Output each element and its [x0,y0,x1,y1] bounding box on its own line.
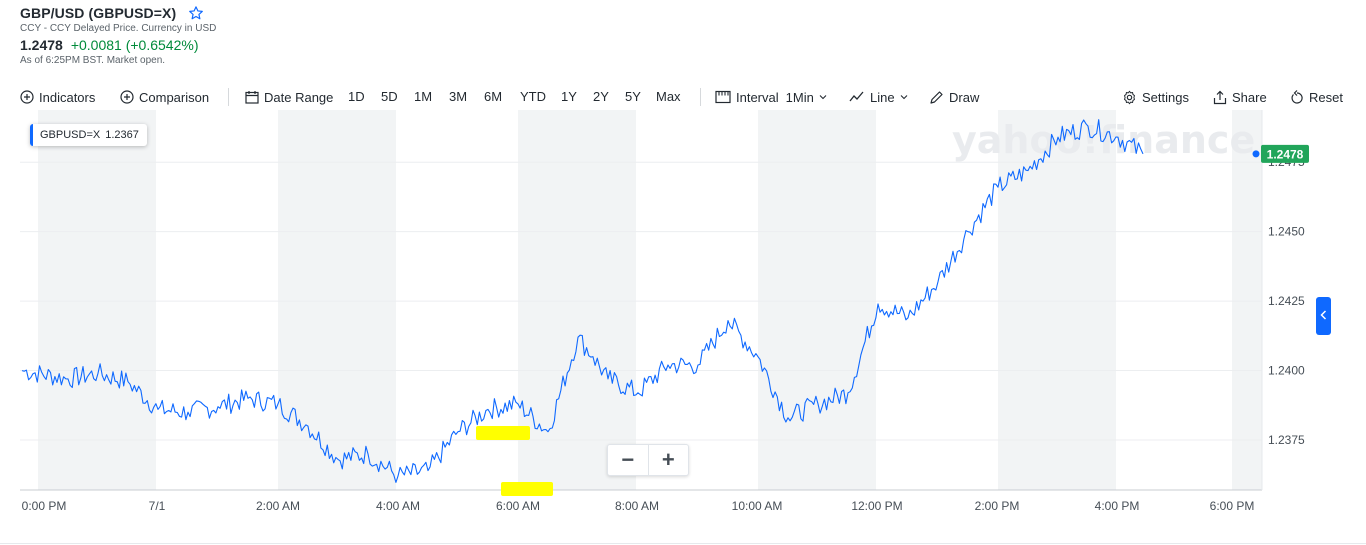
session-band [518,110,636,490]
date-range-label: Date Range [264,89,334,105]
x-tick-label: 0:00 PM [22,499,67,513]
comparison-icon [120,90,134,104]
range-1y[interactable]: 1Y [561,89,577,104]
reset-icon [1290,89,1304,105]
collapse-icon [1320,309,1327,323]
range-1m[interactable]: 1M [414,89,433,104]
range-3m[interactable]: 3M [449,89,468,104]
x-axis-ticks: 0:00 PM 7/1 2:00 AM 4:00 AM 6:00 AM 8:00 AM 10… [22,499,1255,513]
price-line [21,119,1144,483]
x-tick-label: 4:00 AM [376,499,420,513]
session-band [278,110,396,490]
session-band [998,110,1116,490]
interval-icon [715,90,731,104]
session-band [758,110,876,490]
bottom-divider [0,543,1366,544]
session-band [38,110,156,490]
interval-label: Interval [736,89,779,105]
x-tick-label: 4:00 PM [1095,499,1140,513]
quote-change: +0.0081 (+0.6542%) [70,37,199,53]
chevron-down-icon [900,94,908,100]
indicators-icon [20,90,34,104]
highlight-mark [476,426,530,440]
calendar-icon [245,90,259,104]
share-button[interactable]: Share [1213,86,1267,108]
toolbar-divider [700,88,701,106]
chevron-down-icon [819,94,827,100]
y-tick-label: 1.2400 [1268,364,1305,378]
settings-button[interactable]: Settings [1122,86,1189,108]
last-price-tag [1261,144,1309,163]
comparison-button[interactable]: Comparison [120,86,209,108]
x-tick-label: 6:00 PM [1210,499,1255,513]
chart-area[interactable]: yahoo!finance 1.23751.24001.24251.24501.… [0,110,1366,530]
highlight-marks [476,426,553,496]
highlight-mark [501,482,553,496]
star-icon[interactable] [188,5,204,21]
comparison-label: Comparison [139,89,210,105]
x-tick-label: 6:00 AM [496,499,540,513]
zoom-control: − + [607,444,689,476]
date-range-button[interactable]: Date Range [245,86,333,108]
indicators-label: Indicators [39,89,96,105]
session-bands [38,110,1262,490]
y-tick-label: 1.2375 [1268,433,1305,447]
x-tick-label: 7/1 [149,499,166,513]
draw-label: Draw [949,89,980,105]
range-2y[interactable]: 2Y [593,89,609,104]
reset-button[interactable]: Reset [1290,86,1343,108]
quote-header: GBP/USD (GBPUSD=X) CCY - CCY Delayed Pri… [20,5,216,66]
interval-button[interactable]: Interval 1Min [715,86,827,108]
quote-price: 1.2478 [20,37,63,53]
price-chart[interactable]: yahoo!finance 1.23751.24001.24251.24501.… [0,110,1366,530]
chart-toolbar: Indicators Comparison Date Range 1D 5D 1… [18,86,1348,108]
quote-title: GBP/USD (GBPUSD=X) [20,5,177,21]
draw-button[interactable]: Draw [929,86,979,108]
x-tick-label: 2:00 AM [256,499,300,513]
share-label: Share [1232,89,1267,105]
x-tick-label: 10:00 AM [732,499,783,513]
chart-type-button[interactable]: Line [849,86,908,108]
legend-value: 1.2367 [105,129,139,141]
zoom-out-button[interactable]: − [621,447,635,472]
y-tick-label: 1.2425 [1268,294,1305,308]
pencil-icon [929,90,944,105]
quote-as-of: As of 6:25PM BST. Market open. [20,55,166,66]
session-band [1232,110,1262,490]
line-chart-icon [849,90,865,104]
grid-lines [20,161,1262,441]
y-tick-label: 1.2450 [1268,225,1305,239]
share-icon [1213,90,1227,105]
x-tick-label: 12:00 PM [851,499,902,513]
range-6m[interactable]: 6M [484,89,503,104]
zoom-in-button[interactable]: + [647,445,689,475]
quote-subtitle: CCY - CCY Delayed Price. Currency in USD [20,23,217,34]
x-tick-label: 2:00 PM [975,499,1020,513]
toolbar-divider [228,88,229,106]
x-tick-label: 8:00 AM [615,499,659,513]
range-1d[interactable]: 1D [348,89,365,104]
gear-icon [1122,90,1137,105]
last-price-marker: 1.2478 [1252,144,1309,163]
range-ytd[interactable]: YTD [520,89,546,104]
chart-type-label: Line [870,89,895,105]
collapse-panel-button[interactable] [1316,297,1331,335]
range-max[interactable]: Max [656,89,681,104]
indicators-button[interactable]: Indicators [20,86,95,108]
interval-value: 1Min [785,89,814,105]
settings-label: Settings [1142,89,1189,105]
last-price-label: 1.2478 [1267,147,1304,161]
last-price-dot [1252,150,1260,158]
range-5y[interactable]: 5Y [625,89,641,104]
legend-symbol: GBPUSD=X [40,129,101,141]
range-5d[interactable]: 5D [381,89,398,104]
reset-label: Reset [1309,89,1343,105]
legend-chip[interactable]: GBPUSD=X 1.2367 [30,124,147,146]
